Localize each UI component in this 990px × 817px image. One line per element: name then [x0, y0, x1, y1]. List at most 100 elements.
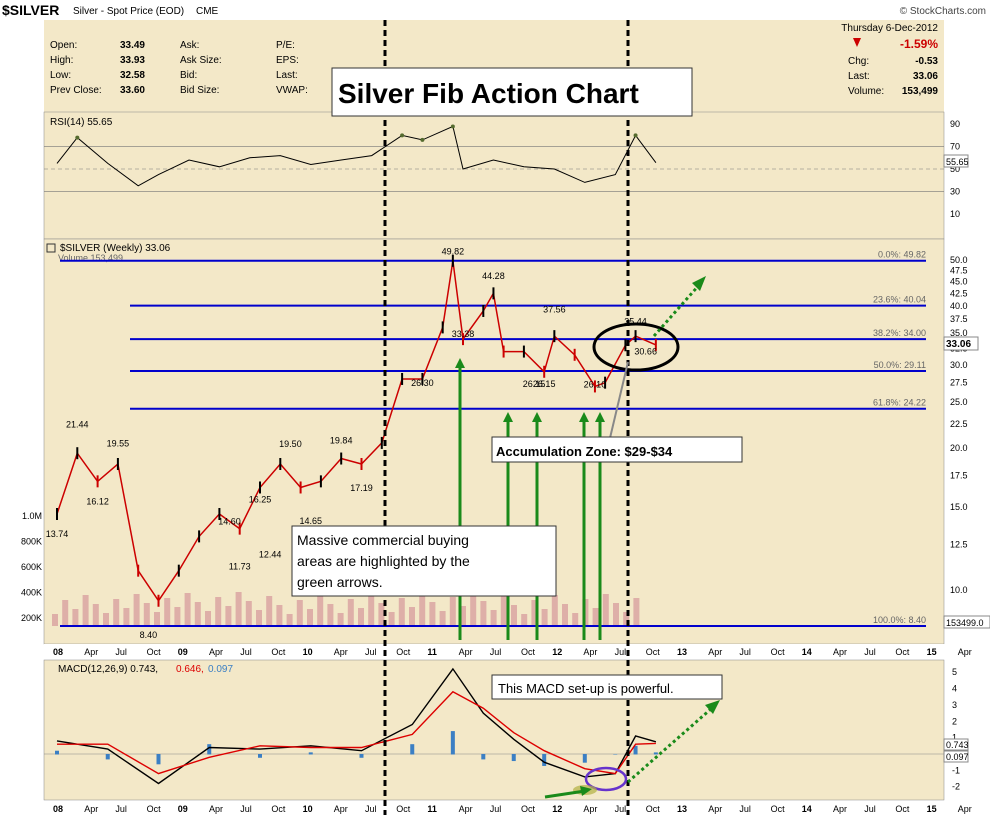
volume-bar	[174, 607, 181, 626]
price-point-label: 19.84	[330, 436, 353, 446]
buying-arrow-head	[532, 412, 542, 422]
time-tick-label: 14	[802, 804, 812, 814]
price-point-label: 11.73	[229, 561, 251, 571]
volume-bar	[429, 602, 436, 626]
last-value: 33.06	[913, 71, 938, 82]
price-point-label: 17.19	[350, 483, 373, 493]
volume-bar	[368, 594, 375, 626]
chg-value: -0.53	[915, 56, 938, 67]
projection-arrow-macd	[627, 706, 713, 784]
time-tick-label: Oct	[271, 804, 286, 814]
time-tick-label: Oct	[521, 647, 536, 657]
time-tick-label: Jul	[864, 804, 876, 814]
price-label: $SILVER (Weekly) 33.06	[60, 243, 171, 254]
time-tick-label: Apr	[583, 804, 597, 814]
time-tick-label: 14	[802, 647, 812, 657]
fib-label: 50.0%: 29.11	[874, 360, 926, 370]
volume-bar	[551, 595, 558, 626]
volume-bar	[317, 595, 324, 626]
volume-bar	[245, 601, 252, 626]
rsi-axis-tick: 90	[950, 119, 960, 129]
volume-bar	[266, 596, 273, 626]
rsi-line	[56, 125, 657, 187]
macd-hist-bar	[55, 750, 59, 755]
price-point-label: 26.15	[523, 379, 546, 389]
fib-label: 0.0%: 49.82	[878, 250, 926, 260]
macd-hist-bar	[481, 754, 486, 760]
fib-label: 23.6%: 40.04	[873, 295, 926, 305]
price-axis-tick: 25.0	[950, 397, 968, 407]
macd-hist-bar	[542, 754, 547, 766]
time-tick-label: Apr	[833, 804, 847, 814]
volume-bar	[194, 602, 201, 626]
time-tick-label: Jul	[739, 647, 751, 657]
time-tick-label: Jul	[115, 647, 127, 657]
time-tick-label: Apr	[583, 647, 597, 657]
pct-change: -1.59%	[900, 37, 938, 51]
volume-label: Volume:	[848, 86, 884, 97]
time-tick-label: Jul	[365, 804, 377, 814]
volume-bar	[286, 614, 293, 626]
volume-bar	[592, 608, 599, 626]
price-point-label: 16.25	[249, 495, 272, 505]
volume-bar	[572, 613, 579, 626]
time-tick-label: Apr	[84, 804, 98, 814]
macd-note-text: This MACD set-up is powerful.	[498, 681, 674, 696]
macd-hist-bar	[105, 754, 110, 760]
price-axis-tick: 37.5	[950, 314, 968, 324]
volume-axis: 1.0M 800K 600K 400K 200K	[21, 511, 42, 623]
macd-hist-bar	[258, 754, 262, 758]
volume-bar	[205, 611, 211, 626]
price-point-labels: 21.44 16.12 19.55 13.74 8.40 14.60 11.73 16.25 1…	[46, 247, 657, 640]
time-tick-label: Jul	[864, 647, 876, 657]
volume-bar	[531, 600, 538, 626]
price-point-label: 37.56	[543, 305, 566, 315]
volume-bar	[613, 603, 619, 626]
time-tick-label: Oct	[396, 647, 411, 657]
volume-bar	[633, 598, 640, 626]
volume-bar	[439, 611, 446, 626]
rsi-label: RSI(14) 55.65	[50, 117, 113, 128]
price-point-label: 30.66	[634, 346, 657, 356]
time-tick-label: Jul	[115, 804, 127, 814]
macd-hist-tag	[943, 750, 969, 763]
macd-hist-bar	[308, 752, 313, 755]
buying-arrow-head	[503, 412, 513, 422]
commercial-line-3: green arrows.	[297, 574, 383, 590]
volume-bar	[52, 614, 58, 626]
macd-axis-tick: -2	[952, 782, 960, 792]
instrument-name: Silver - Spot Price (EOD)	[73, 6, 184, 17]
fib-levels: 0.0%: 49.82 23.6%: 40.04 38.2%: 34.00 50.0%…	[60, 250, 926, 627]
volume-bar	[541, 609, 548, 626]
volume-bar	[521, 614, 528, 626]
breakout-circle	[592, 322, 680, 372]
volume-label-panel: Volume 153,499	[58, 253, 123, 263]
time-tick-label: Oct	[396, 804, 411, 814]
price-point-label: 12.44	[259, 549, 282, 559]
quote-field-label: Last:	[276, 70, 298, 81]
price-axis-tick: 20.0	[950, 443, 968, 453]
price-axis-tick: 10.0	[950, 585, 968, 595]
volume-bar	[358, 608, 364, 626]
macd-hist-bar	[613, 754, 618, 755]
price-point-label: 44.28	[482, 271, 505, 281]
volume-bar	[154, 612, 160, 626]
rsi-value-tag	[943, 154, 969, 168]
last-label: Last:	[848, 71, 870, 82]
time-tick-label: 13	[677, 647, 687, 657]
volume-bar	[82, 595, 89, 626]
rsi-overbought-point	[75, 135, 80, 140]
volume-bar	[398, 598, 405, 626]
macd-axis-tick: 2	[952, 716, 957, 726]
macd-hist-bar	[511, 754, 516, 762]
price-point-label: 14.65	[299, 516, 322, 526]
price-axis-tick: 42.5	[950, 288, 968, 298]
macd-hist-tag-text: 0.097	[946, 752, 969, 762]
volume-bar	[296, 600, 303, 626]
brand-link[interactable]: © StockCharts.com	[900, 6, 986, 17]
quote-date: Thursday 6-Dec-2012	[841, 23, 938, 34]
time-tick-label: 10	[303, 647, 313, 657]
rsi-panel	[43, 111, 945, 240]
price-axis-tick: 50.0	[950, 255, 968, 265]
quote-value: 33.93	[120, 55, 145, 66]
